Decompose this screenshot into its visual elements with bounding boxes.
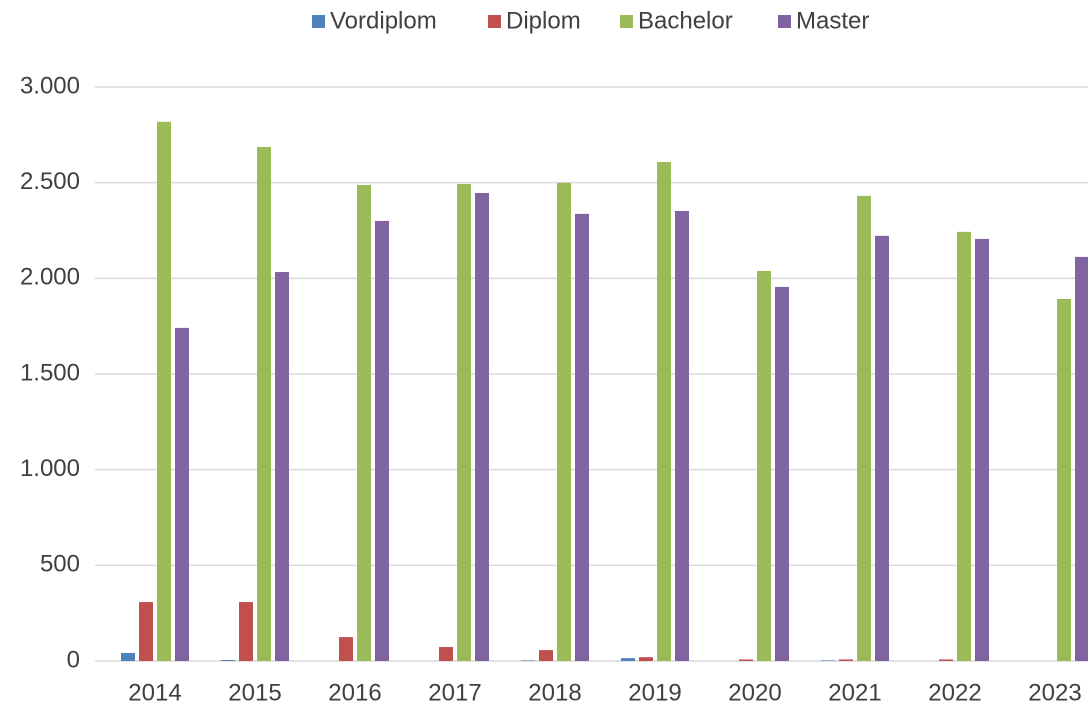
bar — [475, 192, 489, 662]
bar — [1057, 298, 1071, 661]
bar — [521, 660, 535, 661]
bar — [857, 195, 871, 662]
bar — [939, 659, 953, 661]
x-tick-label: 2023 — [1028, 679, 1081, 706]
x-tick-label: 2022 — [928, 679, 981, 706]
bar — [575, 213, 589, 661]
legend-label: Vordiplom — [330, 7, 437, 34]
legend-swatch — [778, 15, 791, 28]
bar — [375, 220, 389, 661]
legend-label: Bachelor — [638, 7, 733, 34]
x-tick-label: 2018 — [528, 679, 581, 706]
bar — [639, 657, 653, 661]
y-tick-label: 2.500 — [20, 168, 80, 195]
bar — [339, 637, 353, 661]
x-tick-label: 2017 — [428, 679, 481, 706]
x-tick-label: 2014 — [128, 679, 181, 706]
y-tick-label: 2.000 — [20, 264, 80, 291]
bar — [675, 210, 689, 661]
legend-swatch — [312, 15, 325, 28]
bar — [739, 659, 753, 661]
bar — [139, 602, 153, 661]
y-tick-label: 1.000 — [20, 455, 80, 482]
bar — [1075, 256, 1088, 661]
legend-label: Master — [796, 7, 869, 34]
x-tick-label: 2015 — [228, 679, 281, 706]
bar — [839, 659, 853, 661]
bar — [539, 650, 553, 661]
x-tick-label: 2021 — [828, 679, 881, 706]
bar — [457, 184, 471, 662]
bar — [821, 660, 835, 661]
y-tick-label: 500 — [40, 551, 80, 578]
bar — [221, 660, 235, 661]
bar — [239, 602, 253, 661]
bar — [757, 270, 771, 661]
bar — [357, 184, 371, 662]
bar — [775, 286, 789, 661]
bar — [257, 146, 271, 661]
legend-swatch — [488, 15, 501, 28]
bar — [439, 647, 453, 661]
x-tick-label: 2019 — [628, 679, 681, 706]
y-tick-label: 0 — [67, 646, 80, 673]
bar — [957, 231, 971, 661]
bar — [557, 182, 571, 661]
x-tick-label: 2020 — [728, 679, 781, 706]
y-tick-label: 3.000 — [20, 72, 80, 99]
legend-label: Diplom — [506, 7, 581, 34]
bar — [121, 652, 135, 661]
bar — [875, 235, 889, 661]
bar — [975, 238, 989, 661]
legend-swatch — [620, 15, 633, 28]
bar — [175, 327, 189, 661]
x-tick-label: 2016 — [328, 679, 381, 706]
bar — [621, 658, 635, 661]
bar — [657, 162, 671, 661]
bar — [275, 272, 289, 661]
y-tick-label: 1.500 — [20, 359, 80, 386]
bar — [157, 121, 171, 661]
